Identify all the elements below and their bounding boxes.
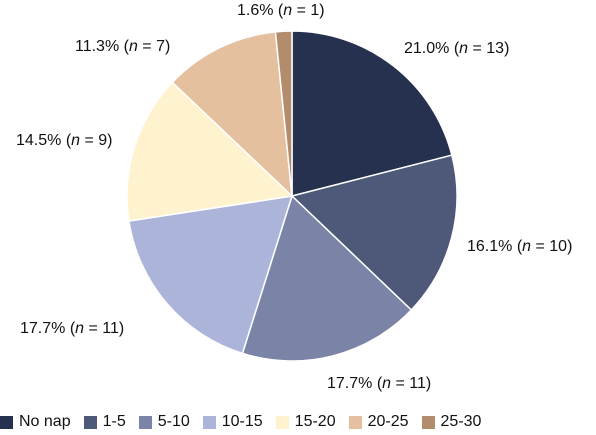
legend-item-5-10: 5-10 [138,413,190,431]
pie-slice-20-25 [171,31,293,198]
pie-slices [126,30,458,362]
legend-label: 5-10 [157,413,190,430]
slice-label-5-10: 17.7% (n = 11) [327,375,431,392]
legend-swatch [202,415,216,429]
legend-swatch [138,415,152,429]
legend-item-10-15: 10-15 [202,413,263,431]
pie-slice-25-30 [274,30,293,197]
slice-label-10-15: 17.7% (n = 11) [20,320,124,337]
legend-swatch [275,415,289,429]
legend-item-1-5: 1-5 [83,413,126,431]
slice-label-25-30: 1.6% (n = 1) [237,2,325,19]
pie-slice-15-20 [126,81,294,222]
legend-label: 20-25 [367,413,409,430]
legend: No nap 1-5 5-10 10-15 15-20 20-25 25-30 [0,411,596,433]
legend-item-15-20: 15-20 [275,413,336,431]
legend-label: 10-15 [221,413,263,430]
legend-label: No nap [19,413,71,430]
slice-label-15-20: 14.5% (n = 9) [16,132,113,149]
legend-item-25-30: 25-30 [421,413,482,431]
legend-swatch [421,415,435,429]
slice-label-1-5: 16.1% (n = 10) [467,238,572,255]
legend-swatch [348,415,362,429]
legend-swatch [83,415,97,429]
legend-swatch [0,415,13,429]
legend-label: 15-20 [294,413,336,430]
slice-labels: 21.0% (n = 13) 16.1% (n = 10) 17.7% (n = 1… [16,2,572,392]
legend-label: 25-30 [440,413,482,430]
slice-label-20-25: 11.3% (n = 7) [75,38,170,55]
legend-label: 1-5 [102,413,126,430]
legend-item-no-nap: No nap [0,413,71,431]
pie-slice-no-nap [291,30,453,197]
slice-label-no-nap: 21.0% (n = 13) [404,40,509,57]
pie-slice-10-15 [128,195,294,355]
pie-slice-5-10 [241,194,413,362]
pie-slice-1-5 [290,154,458,312]
legend-item-20-25: 20-25 [348,413,409,431]
